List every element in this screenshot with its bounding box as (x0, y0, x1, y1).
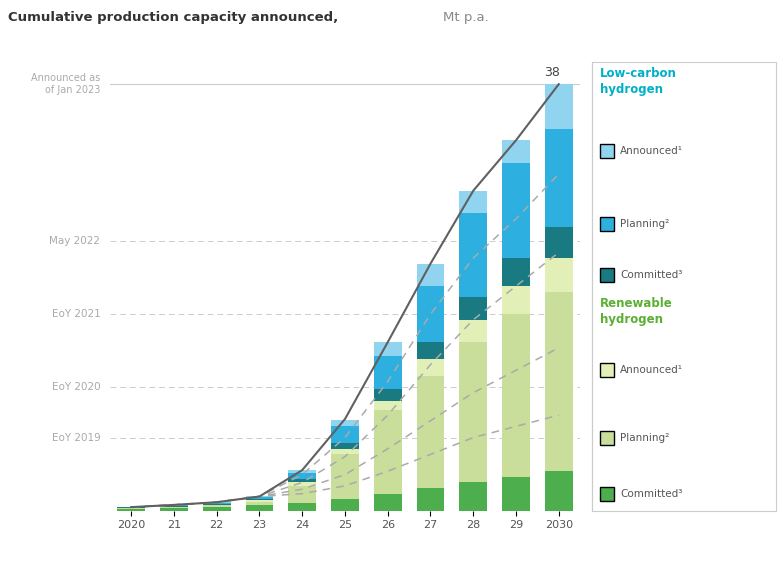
Bar (459, 320, 487, 342)
Bar (545, 471, 572, 511)
Bar (245, 505, 274, 511)
Text: Planning²: Planning² (620, 433, 670, 443)
Bar (502, 258, 530, 286)
Text: Mt p.a.: Mt p.a. (443, 11, 488, 24)
Text: Announced as
of Jan 2023: Announced as of Jan 2023 (31, 73, 100, 95)
Bar (289, 503, 316, 511)
Text: Announced¹: Announced¹ (620, 365, 683, 375)
Text: Cumulative production capacity announced,: Cumulative production capacity announced… (8, 11, 338, 24)
Text: EoY 2020: EoY 2020 (52, 382, 100, 392)
Bar (545, 227, 572, 258)
Bar (203, 503, 230, 504)
Text: EoY 2021: EoY 2021 (52, 309, 100, 319)
Text: Committed³: Committed³ (620, 270, 683, 280)
Bar (245, 502, 274, 505)
Text: EoY 2019: EoY 2019 (52, 433, 100, 443)
Bar (502, 140, 530, 163)
Bar (245, 499, 274, 500)
Bar (289, 479, 316, 482)
Bar (374, 410, 401, 494)
Bar (374, 389, 401, 401)
Text: Committed³: Committed³ (620, 489, 683, 499)
Bar (245, 497, 274, 499)
Bar (416, 264, 445, 286)
Bar (416, 286, 445, 342)
Bar (545, 84, 572, 129)
Bar (331, 454, 359, 499)
Text: Announced¹: Announced¹ (620, 146, 683, 157)
Bar (416, 376, 445, 488)
Bar (160, 508, 188, 511)
Bar (374, 494, 401, 511)
Bar (245, 496, 274, 497)
Bar (502, 477, 530, 511)
Bar (416, 342, 445, 359)
Bar (374, 342, 401, 356)
Bar (331, 449, 359, 454)
Bar (289, 470, 316, 473)
Bar (545, 292, 572, 471)
Bar (289, 486, 316, 503)
Text: Low-carbon
hydrogen: Low-carbon hydrogen (600, 67, 677, 96)
Bar (331, 499, 359, 511)
Text: 38: 38 (544, 66, 561, 79)
Text: Planning²: Planning² (620, 219, 670, 229)
Bar (203, 504, 230, 505)
Bar (459, 297, 487, 320)
Bar (416, 488, 445, 511)
Bar (289, 473, 316, 479)
Bar (545, 258, 572, 292)
Bar (459, 191, 487, 213)
Text: Renewable
hydrogen: Renewable hydrogen (600, 297, 673, 327)
Bar (203, 505, 230, 507)
Bar (502, 286, 530, 314)
Bar (502, 163, 530, 258)
Bar (289, 482, 316, 486)
Text: May 2022: May 2022 (49, 236, 100, 246)
Bar (459, 482, 487, 511)
Bar (374, 401, 401, 410)
Bar (203, 507, 230, 511)
Bar (160, 507, 188, 508)
Bar (331, 426, 359, 443)
Bar (118, 508, 145, 509)
Bar (245, 500, 274, 502)
Bar (545, 129, 572, 227)
Bar (118, 509, 145, 511)
Bar (331, 443, 359, 449)
Bar (416, 359, 445, 376)
Bar (459, 342, 487, 482)
Bar (331, 420, 359, 426)
Bar (374, 356, 401, 389)
Bar (160, 505, 188, 507)
Bar (502, 314, 530, 477)
Bar (459, 213, 487, 297)
